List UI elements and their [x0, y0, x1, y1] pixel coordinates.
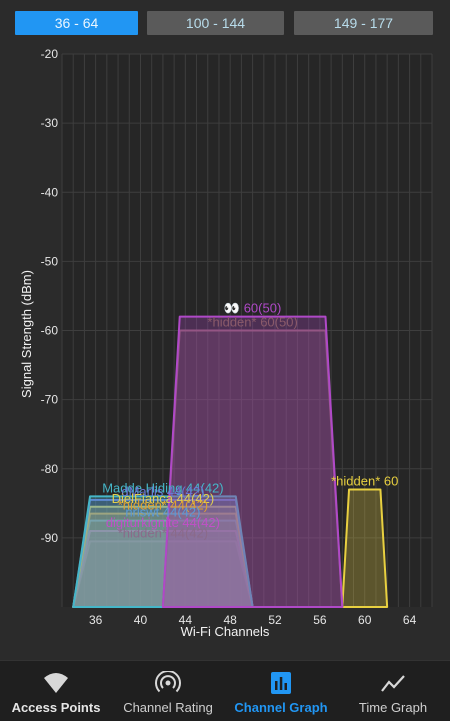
y-tick-label: -90	[41, 531, 59, 545]
x-tick-label: 52	[268, 613, 282, 627]
wifi-icon	[43, 671, 69, 695]
nav-channel-graph[interactable]: Channel Graph	[225, 661, 337, 721]
nav-label-time-graph: Time Graph	[337, 700, 449, 715]
nav-label-access-points: Access Points	[0, 700, 112, 715]
series-label: *hidden* 60	[331, 473, 398, 488]
series-shape	[163, 317, 342, 607]
line-chart-icon	[380, 671, 406, 695]
series-label: *hidden* 60(50)	[207, 315, 297, 330]
x-tick-label: 60	[358, 613, 372, 627]
series-label: *hidden* 44(42)	[118, 525, 208, 540]
y-tick-label: -80	[41, 462, 59, 476]
bottom-navigation: Access Points Channel Rating Channel Gra…	[0, 660, 450, 721]
nav-label-channel-graph: Channel Graph	[225, 700, 337, 715]
series-label: 👀 60(50)	[224, 301, 281, 316]
y-tick-label: -20	[41, 47, 59, 61]
x-tick-label: 36	[89, 613, 103, 627]
x-tick-label: 56	[313, 613, 327, 627]
y-tick-label: -30	[41, 116, 59, 130]
band-tab-bar: 36 - 64 100 - 144 149 - 177	[0, 0, 450, 44]
nav-channel-rating[interactable]: Channel Rating	[112, 661, 224, 721]
x-axis-title: Wi-Fi Channels	[181, 624, 270, 639]
y-tick-label: -60	[41, 324, 59, 338]
series-shape	[342, 489, 387, 607]
y-axis-title: Signal Strength (dBm)	[19, 270, 34, 398]
bar-chart-icon	[268, 671, 294, 695]
tab-band-149-177[interactable]: 149 - 177	[294, 11, 433, 35]
x-tick-label: 64	[403, 613, 417, 627]
tab-band-36-64[interactable]: 36 - 64	[15, 11, 138, 35]
tab-band-100-144[interactable]: 100 - 144	[147, 11, 284, 35]
nav-time-graph[interactable]: Time Graph	[337, 661, 449, 721]
nav-label-channel-rating: Channel Rating	[112, 700, 224, 715]
x-tick-label: 40	[134, 613, 148, 627]
y-tick-label: -50	[41, 254, 59, 268]
nav-access-points[interactable]: Access Points	[0, 661, 112, 721]
y-tick-label: -70	[41, 393, 59, 407]
y-tick-label: -40	[41, 185, 59, 199]
signal-rating-icon	[155, 671, 181, 695]
